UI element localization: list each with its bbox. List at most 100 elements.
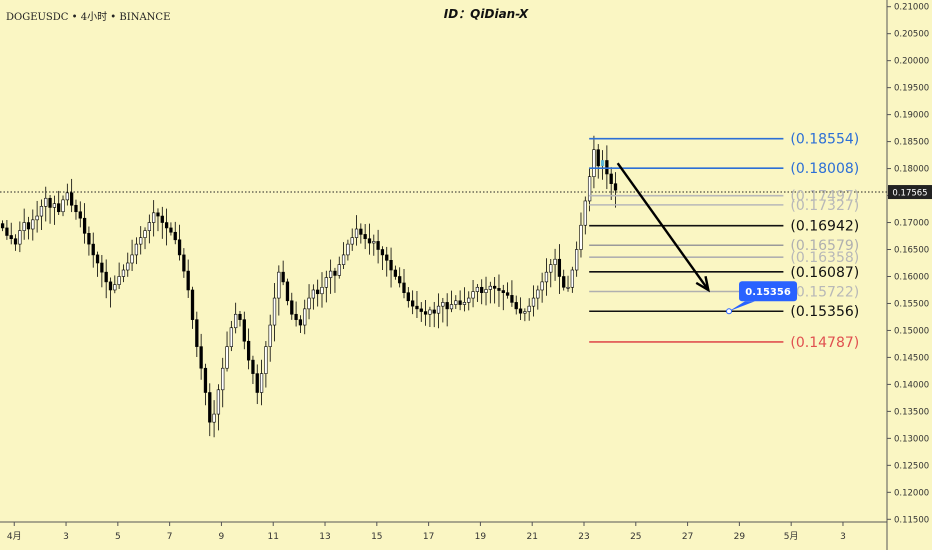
candle-body bbox=[475, 286, 480, 292]
candle-body bbox=[238, 313, 242, 320]
price-callout-label: 0.15356 bbox=[745, 287, 791, 298]
x-tick-label: 19 bbox=[475, 532, 487, 542]
candle-body bbox=[70, 192, 74, 206]
fib-level-label: (0.14787) bbox=[790, 335, 859, 351]
candle-body bbox=[393, 269, 398, 277]
candle-body bbox=[35, 215, 39, 221]
trend-arrow-shaft[interactable] bbox=[616, 162, 710, 291]
candle-body bbox=[126, 262, 130, 271]
header-separator: • bbox=[71, 12, 78, 23]
candle-body bbox=[505, 292, 510, 296]
trend-arrow-head bbox=[695, 276, 711, 293]
candle-body bbox=[221, 367, 225, 391]
symbol-label[interactable]: DOGEUSDC bbox=[6, 12, 69, 23]
candle-body bbox=[18, 230, 22, 245]
x-tick-label: 7 bbox=[167, 532, 173, 542]
candle-body bbox=[471, 291, 475, 299]
candle-body bbox=[575, 249, 579, 271]
candle-body bbox=[152, 212, 156, 223]
candle-body bbox=[108, 281, 113, 291]
candle-body bbox=[65, 192, 69, 201]
candle-body bbox=[234, 313, 238, 329]
x-tick-label: 5 bbox=[115, 532, 121, 542]
candle-body bbox=[74, 204, 78, 213]
candle-body bbox=[95, 254, 100, 264]
candle-body bbox=[242, 319, 246, 342]
candle-body bbox=[177, 239, 182, 256]
candle-body bbox=[462, 302, 467, 305]
candle-body bbox=[290, 300, 294, 315]
candle-body bbox=[566, 286, 570, 289]
candle-body bbox=[579, 224, 583, 250]
candle-body bbox=[341, 254, 346, 265]
candle-body bbox=[328, 270, 333, 278]
fib-level-label: (0.17327) bbox=[790, 198, 859, 214]
candle-body bbox=[501, 290, 505, 293]
candle-body bbox=[518, 308, 523, 314]
fib-level-label: (0.16579) bbox=[790, 238, 859, 254]
y-tick-label: 0.16000 bbox=[894, 272, 929, 282]
candle-body bbox=[527, 305, 531, 312]
exchange-label: BINANCE bbox=[119, 12, 171, 23]
x-tick-label: 4月 bbox=[7, 531, 22, 542]
price-callout-box[interactable] bbox=[739, 281, 798, 302]
x-tick-label: 17 bbox=[423, 532, 434, 542]
candle-body bbox=[61, 199, 65, 213]
candle-body bbox=[139, 237, 143, 245]
fib-level-label: (0.16087) bbox=[790, 265, 859, 281]
x-tick-label: 3 bbox=[840, 532, 846, 542]
candle-body bbox=[346, 243, 350, 256]
candle-body bbox=[164, 222, 169, 229]
candle-body bbox=[39, 206, 44, 217]
y-tick-label: 0.15000 bbox=[894, 326, 929, 336]
header-separator: • bbox=[110, 12, 117, 23]
candle-body bbox=[587, 176, 592, 202]
candle-body bbox=[100, 262, 104, 273]
candle-body bbox=[255, 373, 259, 393]
candle-body bbox=[536, 289, 540, 299]
candle-body bbox=[203, 367, 208, 393]
candle-body bbox=[540, 281, 544, 291]
candle-body bbox=[510, 295, 514, 303]
candle-body bbox=[354, 228, 359, 238]
y-tick-label: 0.19500 bbox=[894, 84, 929, 94]
x-tick-label: 23 bbox=[578, 532, 589, 542]
candle-body bbox=[26, 222, 31, 230]
x-tick-label: 11 bbox=[267, 532, 278, 542]
candle-body bbox=[428, 309, 432, 315]
y-tick-label: 0.12500 bbox=[894, 461, 929, 471]
candle-body bbox=[531, 297, 536, 307]
price-callout-anchor bbox=[726, 308, 733, 315]
candle-body bbox=[484, 289, 488, 293]
fib-level-label: (0.15722) bbox=[790, 284, 859, 300]
fib-level-label: (0.18008) bbox=[790, 161, 859, 177]
last-price-tag bbox=[888, 185, 932, 200]
candle-body bbox=[13, 238, 18, 245]
candle-body bbox=[514, 302, 518, 310]
x-tick-label: 3 bbox=[63, 532, 69, 542]
candle-body bbox=[173, 231, 177, 241]
candle-body bbox=[523, 311, 527, 314]
candle-body bbox=[557, 258, 562, 277]
candle-body bbox=[246, 340, 251, 361]
x-tick-label: 13 bbox=[319, 532, 330, 542]
fib-level-label: (0.18554) bbox=[790, 132, 859, 148]
candle-body bbox=[419, 308, 423, 312]
candle-body bbox=[229, 327, 233, 347]
candle-body bbox=[147, 222, 151, 231]
candles bbox=[0, 135, 618, 438]
y-tick-label: 0.14000 bbox=[894, 380, 929, 390]
candle-body bbox=[372, 241, 376, 244]
candle-body bbox=[596, 149, 600, 167]
interval-label[interactable]: 4小时 bbox=[80, 12, 108, 23]
candle-body bbox=[324, 277, 328, 288]
candle-body bbox=[411, 300, 415, 307]
candle-body bbox=[199, 346, 203, 369]
candle-body bbox=[592, 149, 596, 177]
y-tick-label: 0.15500 bbox=[894, 299, 929, 309]
candle-body bbox=[363, 234, 367, 240]
candle-body bbox=[117, 276, 121, 285]
y-tick-label: 0.14500 bbox=[894, 353, 929, 363]
candle-body bbox=[449, 304, 454, 310]
